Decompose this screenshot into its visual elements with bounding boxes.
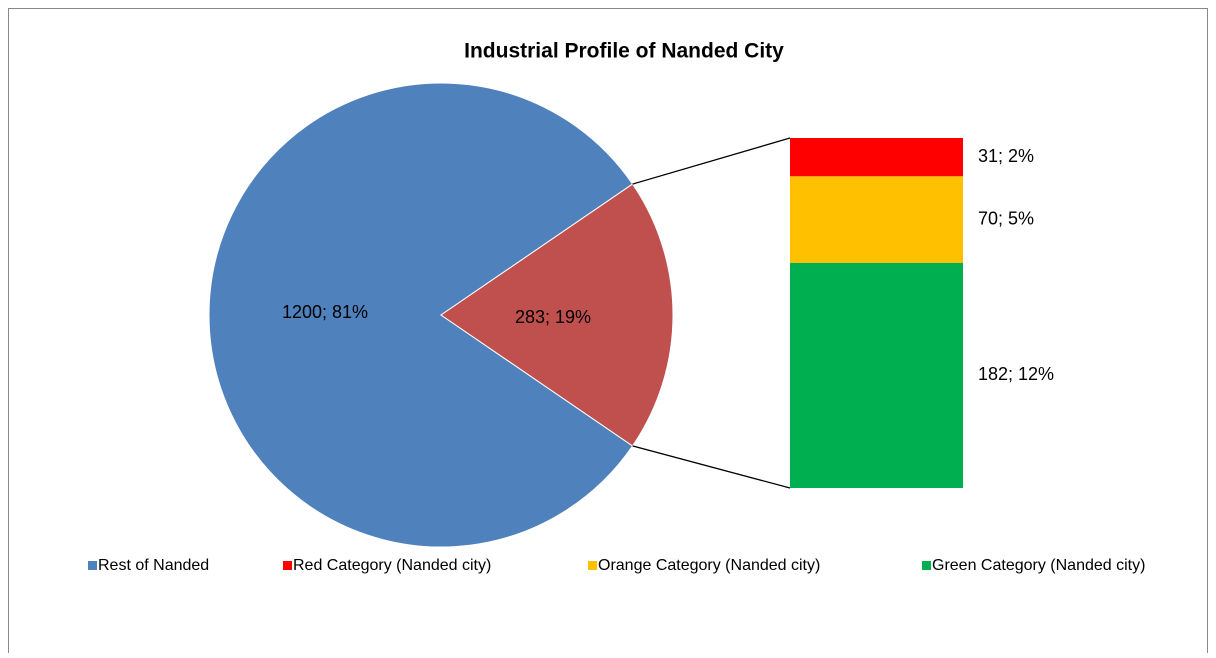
bar-segment — [790, 138, 963, 177]
chart-title: Industrial Profile of Nanded City — [464, 40, 784, 63]
legend-label: Red Category (Nanded city) — [293, 557, 491, 574]
pie-slice — [208, 82, 634, 548]
data-label: 182; 12% — [978, 364, 1054, 384]
legend-label: Orange Category (Nanded city) — [598, 557, 820, 574]
bar-segment — [790, 262, 963, 488]
bar-segment — [790, 176, 963, 263]
connector-line — [632, 445, 791, 489]
data-label: 31; 2% — [978, 146, 1034, 166]
legend-swatch — [922, 561, 931, 570]
legend-swatch — [88, 561, 97, 570]
data-label: 1200; 81% — [282, 302, 368, 322]
legend-label: Green Category (Nanded city) — [932, 557, 1145, 574]
legend-swatch — [283, 561, 292, 570]
data-label: 70; 5% — [978, 208, 1034, 228]
legend-label: Rest of Nanded — [98, 557, 209, 574]
legend-swatch — [588, 561, 597, 570]
pie-slice — [440, 183, 674, 447]
data-label: 283; 19% — [515, 307, 591, 327]
connector-line — [632, 137, 791, 185]
